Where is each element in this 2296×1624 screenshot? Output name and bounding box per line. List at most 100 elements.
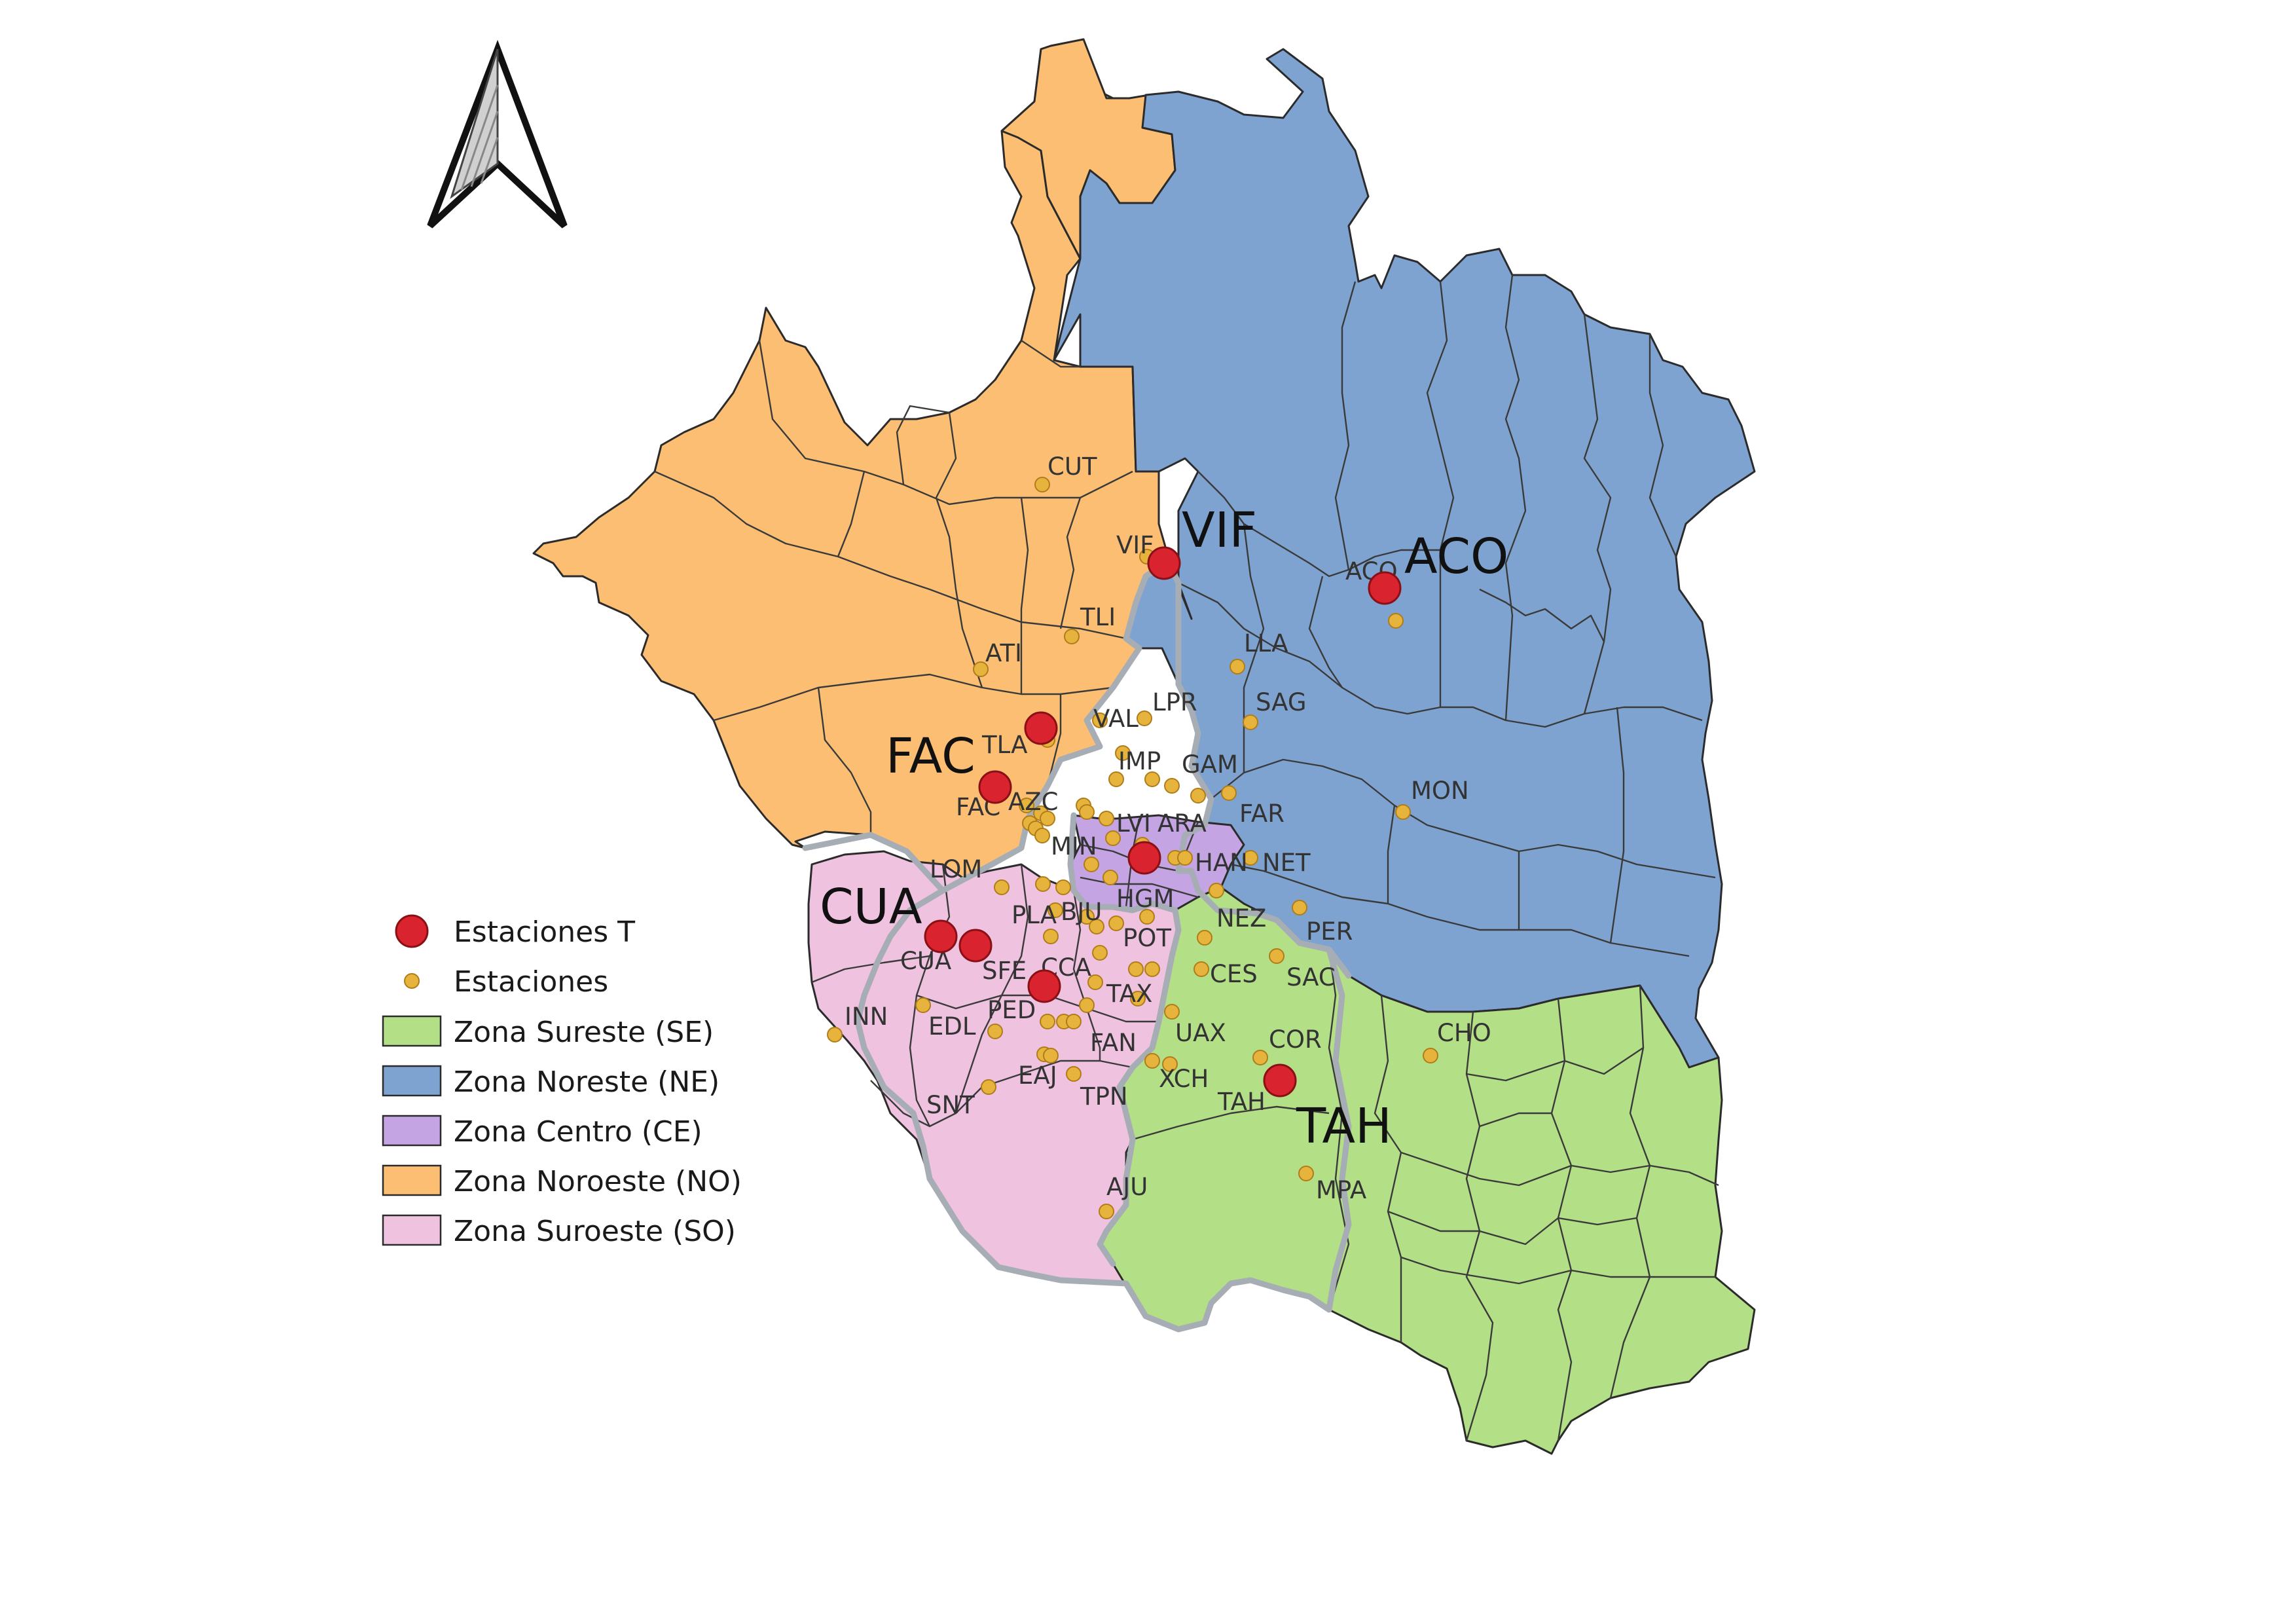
station-point — [1102, 870, 1118, 885]
station-label-inn: INN — [845, 1003, 888, 1031]
station-point — [1019, 798, 1034, 813]
station-label-mon: MON — [1411, 777, 1469, 805]
station-label-pot: POT — [1123, 924, 1171, 952]
station-point — [1144, 1053, 1160, 1069]
t-station-fac — [978, 770, 1012, 804]
station-point — [1055, 879, 1071, 895]
legend-t-stations-label: Estaciones T — [454, 915, 635, 949]
station-point — [1137, 710, 1152, 726]
station-point — [987, 1024, 1003, 1039]
station-label-tli: TLI — [1080, 603, 1116, 631]
t-station-lvi — [1127, 841, 1161, 875]
legend-station-symbol — [404, 973, 420, 989]
station-point — [1079, 997, 1095, 1013]
station-point — [973, 661, 989, 677]
station-point — [1089, 919, 1104, 934]
station-point — [1034, 477, 1050, 492]
station-label-lvi: LVI — [1116, 809, 1151, 838]
station-label-fan: FAN — [1090, 1029, 1137, 1057]
station-label-tla: TLA — [981, 731, 1027, 759]
station-label-per: PER — [1306, 917, 1353, 946]
station-label-tpn: TPN — [1080, 1082, 1128, 1111]
station-label-vif: VIF — [1116, 531, 1154, 559]
station-point — [1105, 830, 1121, 846]
station-label-nez: NEZ — [1216, 904, 1266, 932]
station-label-gam: GAM — [1182, 750, 1238, 779]
station-point — [1108, 915, 1124, 931]
station-point — [981, 1079, 996, 1095]
legend-t-station-symbol — [395, 914, 429, 948]
station-point — [1243, 714, 1258, 730]
station-point — [1388, 613, 1404, 629]
legend-swatch-centro — [382, 1115, 442, 1147]
station-point — [1079, 804, 1095, 820]
station-label-edl: EDL — [928, 1012, 976, 1041]
station-point — [1177, 850, 1193, 866]
station-label-far: FAR — [1239, 800, 1285, 828]
station-point — [1395, 804, 1411, 820]
station-point — [1108, 771, 1124, 787]
station-label-min: MIN — [1051, 832, 1097, 860]
station-point — [1221, 785, 1237, 801]
legend-swatch-noroeste — [382, 1164, 442, 1196]
legend: Estaciones T Estaciones Zona Sureste (SE… — [382, 914, 742, 1248]
legend-swatch-noreste — [382, 1065, 442, 1097]
t-station-aco — [1368, 571, 1402, 605]
station-point — [1092, 712, 1108, 728]
station-point — [1194, 961, 1209, 977]
t-station-ped — [1027, 969, 1061, 1003]
t-station-vif — [1147, 546, 1181, 580]
station-label-hgm: HGM — [1116, 885, 1174, 913]
t-station-tla — [1024, 711, 1058, 745]
station-point — [1092, 945, 1108, 961]
t-station-cua — [924, 919, 958, 953]
legend-stations-label: Estaciones — [454, 965, 608, 999]
station-label-han: HAN — [1195, 849, 1248, 877]
t-label-cua: CUA — [820, 879, 922, 935]
legend-label-suroeste: Zona Suroeste (SO) — [454, 1215, 736, 1248]
station-point — [1190, 788, 1206, 803]
t-label-fac: FAC — [886, 728, 975, 784]
station-point — [1099, 811, 1114, 826]
station-point — [1084, 857, 1099, 872]
station-point — [1034, 828, 1050, 843]
legend-label-centro: Zona Centro (CE) — [454, 1115, 702, 1149]
station-point — [1423, 1048, 1438, 1063]
station-point — [1139, 909, 1155, 925]
station-label-uax: UAX — [1175, 1019, 1226, 1047]
station-point — [1164, 778, 1180, 794]
station-point — [915, 997, 931, 1013]
station-point — [1243, 850, 1258, 866]
station-label-eaj: EAJ — [1018, 1061, 1057, 1090]
station-point — [1130, 991, 1146, 1006]
station-point — [1144, 961, 1160, 977]
station-point — [1087, 974, 1103, 990]
station-label-azc: AZC — [1008, 788, 1059, 816]
station-point — [1164, 1004, 1180, 1020]
station-label-net: NET — [1262, 849, 1311, 877]
station-label-lla: LLA — [1244, 629, 1288, 657]
station-label-cor: COR — [1269, 1025, 1322, 1054]
station-label-lpr: LPR — [1152, 688, 1197, 716]
station-label-snt: SNT — [926, 1091, 975, 1119]
station-point — [1040, 811, 1055, 826]
t-label-aco: ACO — [1404, 528, 1508, 585]
station-point — [1144, 771, 1160, 787]
station-label-ces: CES — [1210, 960, 1258, 988]
station-point — [994, 879, 1010, 895]
t-station-labels: VIF ACO FAC CUA TAH — [820, 502, 1508, 1154]
station-point — [1162, 1056, 1178, 1072]
station-point — [1048, 902, 1063, 918]
station-label-ati: ATI — [985, 639, 1022, 667]
station-label-lom: LOM — [930, 855, 982, 883]
north-arrow-icon — [427, 39, 568, 229]
station-point — [1043, 1048, 1059, 1063]
legend-label-sureste: Zona Sureste (SE) — [454, 1016, 714, 1049]
station-point — [1043, 929, 1059, 944]
station-label-ara: ARA — [1157, 809, 1207, 838]
legend-label-noreste: Zona Noreste (NE) — [454, 1065, 720, 1099]
station-label-tax: TAX — [1106, 980, 1152, 1008]
station-label-bju: BJU — [1061, 898, 1102, 926]
station-label-imp: IMP — [1118, 747, 1161, 775]
